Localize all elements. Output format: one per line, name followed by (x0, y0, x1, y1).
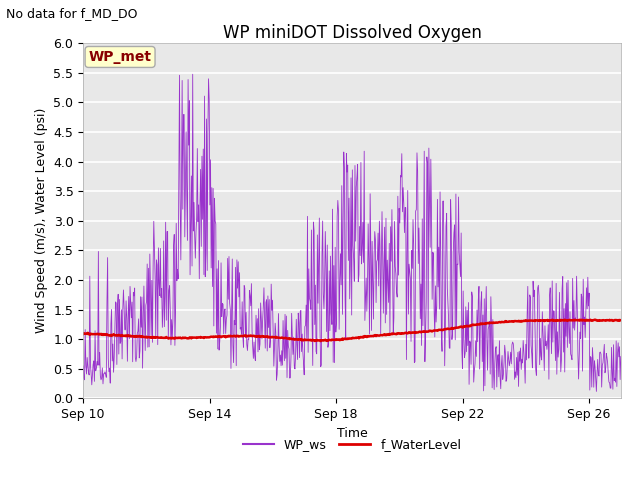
WP_ws (79, 363, 87, 369)
WP_ws (189, 72, 196, 77)
WP_ws (358, 246, 366, 252)
WP_ws (593, 388, 600, 394)
WP_ws (617, 354, 625, 360)
Line: WP_ws: WP_ws (83, 74, 621, 391)
WP_ws (404, 188, 412, 193)
Text: No data for f_MD_DO: No data for f_MD_DO (6, 7, 138, 20)
f_WaterLevel (491, 320, 499, 326)
f_WaterLevel (358, 335, 366, 340)
Text: WP_met: WP_met (88, 50, 152, 64)
WP_ws (152, 335, 159, 340)
Title: WP miniDOT Dissolved Oxygen: WP miniDOT Dissolved Oxygen (223, 24, 481, 42)
WP_ws (188, 263, 196, 269)
f_WaterLevel (79, 331, 87, 337)
f_WaterLevel (152, 335, 159, 340)
f_WaterLevel (561, 317, 568, 323)
f_WaterLevel (404, 330, 412, 336)
Y-axis label: Wind Speed (m/s), Water Level (psi): Wind Speed (m/s), Water Level (psi) (35, 108, 48, 334)
WP_ws (141, 314, 148, 320)
f_WaterLevel (141, 334, 148, 340)
Legend: WP_ws, f_WaterLevel: WP_ws, f_WaterLevel (237, 433, 467, 456)
Line: f_WaterLevel: f_WaterLevel (83, 320, 621, 341)
f_WaterLevel (188, 335, 196, 340)
X-axis label: Time: Time (337, 427, 367, 440)
f_WaterLevel (617, 317, 625, 323)
WP_ws (491, 360, 499, 366)
f_WaterLevel (317, 338, 324, 344)
